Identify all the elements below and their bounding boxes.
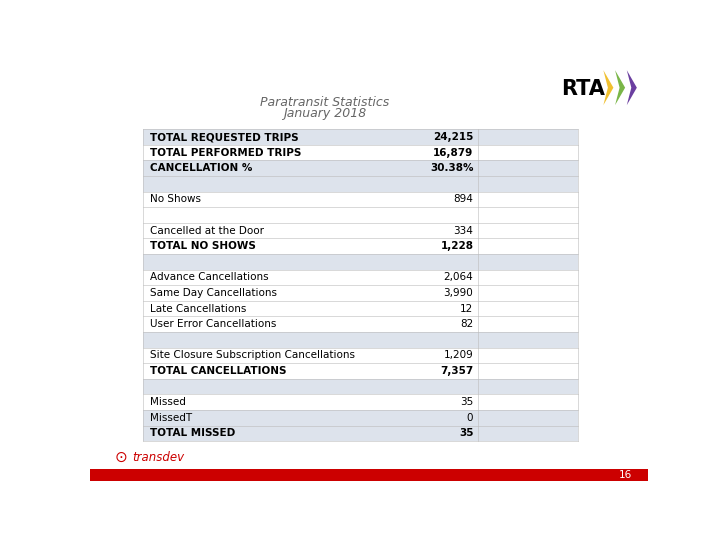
Text: MissedT: MissedT — [150, 413, 192, 423]
Bar — [143, 176, 478, 192]
Bar — [478, 176, 578, 192]
Bar — [143, 363, 478, 379]
Text: Paratransit Statistics: Paratransit Statistics — [260, 96, 389, 109]
Text: January 2018: January 2018 — [283, 107, 366, 120]
Bar — [143, 254, 478, 269]
Bar — [478, 394, 578, 410]
Bar — [143, 238, 478, 254]
Bar — [143, 348, 478, 363]
Bar — [143, 285, 478, 301]
Text: Same Day Cancellations: Same Day Cancellations — [150, 288, 276, 298]
Text: 35: 35 — [459, 428, 473, 438]
Bar — [478, 129, 578, 145]
Text: 7,357: 7,357 — [440, 366, 473, 376]
Bar — [478, 363, 578, 379]
Text: TOTAL CANCELLATIONS: TOTAL CANCELLATIONS — [150, 366, 287, 376]
Text: 894: 894 — [454, 194, 473, 205]
Bar — [478, 145, 578, 160]
Bar — [478, 379, 578, 394]
Bar — [143, 394, 478, 410]
Bar — [143, 269, 478, 285]
Bar — [478, 426, 578, 441]
Text: CANCELLATION %: CANCELLATION % — [150, 163, 252, 173]
Text: TOTAL PERFORMED TRIPS: TOTAL PERFORMED TRIPS — [150, 147, 301, 158]
Text: TOTAL MISSED: TOTAL MISSED — [150, 428, 235, 438]
Text: 1,228: 1,228 — [441, 241, 473, 251]
Bar — [143, 207, 478, 223]
Text: Late Cancellations: Late Cancellations — [150, 303, 246, 314]
Bar — [478, 269, 578, 285]
Bar — [478, 223, 578, 238]
Bar — [143, 316, 478, 332]
Bar — [143, 332, 478, 348]
Bar — [143, 410, 478, 426]
Text: 0: 0 — [467, 413, 473, 423]
Text: No Shows: No Shows — [150, 194, 201, 205]
Text: 35: 35 — [460, 397, 473, 407]
Text: 12: 12 — [460, 303, 473, 314]
Bar — [143, 301, 478, 316]
Polygon shape — [603, 70, 613, 105]
Text: User Error Cancellations: User Error Cancellations — [150, 319, 276, 329]
Text: 2,064: 2,064 — [444, 272, 473, 282]
Text: ⊙: ⊙ — [114, 450, 127, 465]
Bar — [143, 223, 478, 238]
Text: TOTAL REQUESTED TRIPS: TOTAL REQUESTED TRIPS — [150, 132, 298, 142]
Text: transdev: transdev — [132, 451, 184, 464]
Bar — [478, 285, 578, 301]
Bar — [478, 254, 578, 269]
Polygon shape — [627, 70, 637, 105]
Bar — [143, 426, 478, 441]
Text: 1,209: 1,209 — [444, 350, 473, 360]
Text: TOTAL NO SHOWS: TOTAL NO SHOWS — [150, 241, 256, 251]
Bar — [478, 316, 578, 332]
Text: Cancelled at the Door: Cancelled at the Door — [150, 226, 264, 235]
Text: 3,990: 3,990 — [444, 288, 473, 298]
Text: Advance Cancellations: Advance Cancellations — [150, 272, 269, 282]
Bar — [478, 192, 578, 207]
Bar — [478, 207, 578, 223]
Polygon shape — [615, 70, 625, 105]
Bar — [143, 145, 478, 160]
Bar — [478, 332, 578, 348]
Bar — [143, 192, 478, 207]
Text: 30.38%: 30.38% — [430, 163, 473, 173]
Bar — [478, 160, 578, 176]
Bar — [478, 410, 578, 426]
Bar — [143, 160, 478, 176]
Text: 82: 82 — [460, 319, 473, 329]
Text: Site Closure Subscription Cancellations: Site Closure Subscription Cancellations — [150, 350, 355, 360]
Text: 334: 334 — [454, 226, 473, 235]
Text: 16: 16 — [619, 470, 632, 480]
Bar — [90, 469, 648, 481]
Text: 16,879: 16,879 — [433, 147, 473, 158]
Text: 24,215: 24,215 — [433, 132, 473, 142]
Text: RTA: RTA — [562, 79, 606, 99]
Bar — [143, 379, 478, 394]
Text: Missed: Missed — [150, 397, 186, 407]
Bar — [478, 238, 578, 254]
Bar — [143, 129, 478, 145]
Bar — [478, 348, 578, 363]
Bar — [478, 301, 578, 316]
